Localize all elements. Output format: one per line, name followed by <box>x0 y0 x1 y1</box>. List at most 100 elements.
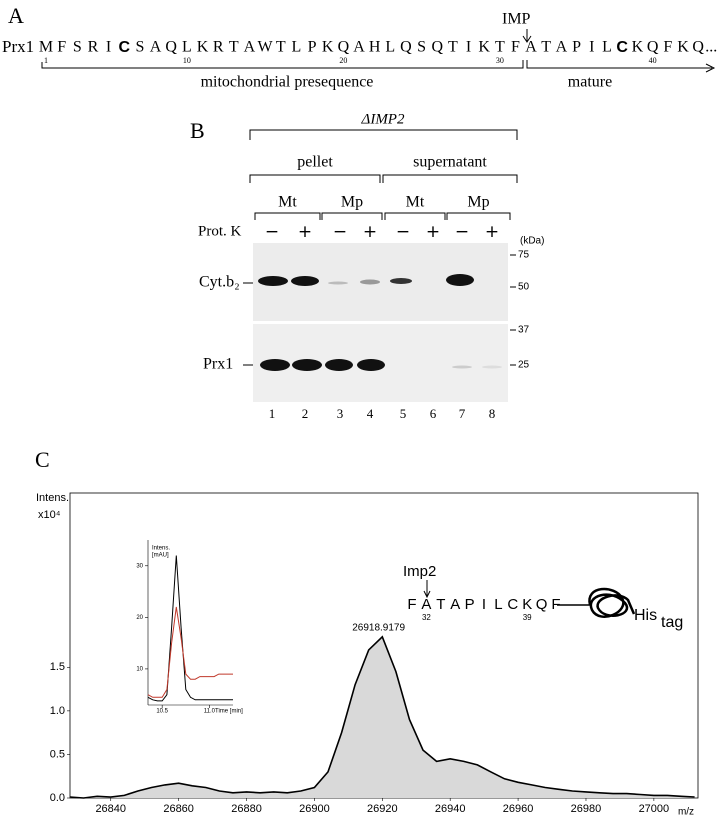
residue: T <box>276 39 286 56</box>
bracket <box>446 212 511 220</box>
ellipsis: ... <box>705 39 717 56</box>
residue: K <box>197 39 209 56</box>
x-tick-label: 26960 <box>503 803 534 815</box>
y-tick-label: 0.0 <box>50 792 65 804</box>
blot-label: Prx1 <box>203 356 233 373</box>
y-unit: [mAU] <box>152 553 169 559</box>
position-number: 39 <box>523 613 532 622</box>
residue: F <box>551 596 560 613</box>
x-tick-label: 26900 <box>299 803 330 815</box>
residue: I <box>106 39 111 56</box>
residue: T <box>448 39 458 56</box>
residue: A <box>150 39 162 56</box>
x-tick-label: 26860 <box>163 803 194 815</box>
sample-label: Mp <box>341 194 363 211</box>
residue: F <box>511 39 520 56</box>
tag-label: His <box>634 607 657 624</box>
lane-number: 8 <box>489 406 496 421</box>
residue: W <box>258 39 274 56</box>
band <box>390 278 412 284</box>
bracket <box>254 212 321 220</box>
x-tick-label: 26940 <box>435 803 466 815</box>
sample-label: Mt <box>278 194 297 211</box>
bracket <box>382 174 518 183</box>
enzyme-label: Imp2 <box>403 563 436 580</box>
residue: P <box>465 596 475 613</box>
x-tick-label: 27000 <box>639 803 670 815</box>
residue: K <box>632 39 644 56</box>
x-axis-label: Time [min] <box>215 709 243 715</box>
treatment-sign: − <box>455 222 469 242</box>
residue: K <box>478 39 490 56</box>
mature-label: mature <box>568 74 612 91</box>
panel-label: C <box>35 447 50 472</box>
lane-number: 4 <box>367 406 374 421</box>
residue: S <box>135 39 144 56</box>
x-tick-label: 11.0 <box>204 709 216 715</box>
position-number: 10 <box>183 56 191 65</box>
residue: K <box>322 39 334 56</box>
marker-label: 37 <box>518 325 530 336</box>
residue: M <box>39 39 53 56</box>
band <box>292 359 322 371</box>
y-axis-label: Intens. <box>36 492 69 504</box>
band <box>482 365 502 369</box>
blot-label: Cyt.b₂ <box>199 274 240 291</box>
arrow-head <box>705 63 716 73</box>
residue: P <box>308 39 317 56</box>
residue: I <box>466 39 471 56</box>
residue: L <box>494 596 502 613</box>
band <box>446 274 474 286</box>
residue: L <box>292 39 302 56</box>
bands <box>258 274 502 371</box>
tag-label: tag <box>661 614 683 631</box>
bracket <box>321 212 383 220</box>
residue: F <box>57 39 66 56</box>
x-tick-label: 26980 <box>571 803 602 815</box>
strain-label: ΔIMP2 <box>361 111 405 127</box>
arrow-head <box>423 590 431 599</box>
residue: H <box>369 39 381 56</box>
residue: L <box>602 39 612 56</box>
marker-label: 75 <box>518 250 530 261</box>
residue: S <box>417 39 426 56</box>
residue: T <box>541 39 551 56</box>
fraction-label: pellet <box>297 154 333 171</box>
residue: C <box>507 596 518 613</box>
bracket <box>249 129 518 140</box>
x-axis-label: m/z <box>678 807 694 818</box>
residue: K <box>677 39 689 56</box>
y-tick-label: 20 <box>136 615 143 621</box>
treatment-sign: − <box>396 222 410 242</box>
presequence-bracket <box>41 60 524 69</box>
band <box>325 359 353 371</box>
residue: I <box>482 596 486 613</box>
lane-number: 6 <box>430 406 437 421</box>
band <box>360 279 380 285</box>
treatment-label: Prot. K <box>198 223 242 239</box>
band <box>452 365 472 369</box>
lane-number: 2 <box>302 406 309 421</box>
x-tick-label: 26920 <box>367 803 398 815</box>
residue: A <box>244 39 256 56</box>
marker-label: 50 <box>518 282 530 293</box>
residue: R <box>213 39 224 56</box>
area <box>70 636 695 798</box>
residue: Q <box>338 39 350 56</box>
x-tick-label: 26840 <box>95 803 126 815</box>
residue: L <box>385 39 395 56</box>
fraction-label: supernatant <box>413 154 487 171</box>
residue: Q <box>647 39 659 56</box>
treatment-sign: + <box>485 222 499 242</box>
x-tick-label: 26880 <box>231 803 262 815</box>
lane-number: 1 <box>269 406 276 421</box>
band <box>357 359 385 371</box>
residue: A <box>450 596 460 613</box>
protein-coil <box>588 587 636 618</box>
peak-annotation: 26918.9179 <box>352 622 405 633</box>
residue: R <box>88 39 99 56</box>
y-multiplier: x10⁴ <box>38 509 61 521</box>
residue: L <box>182 39 192 56</box>
enzyme-label: IMP <box>502 11 531 28</box>
bracket <box>249 174 381 183</box>
